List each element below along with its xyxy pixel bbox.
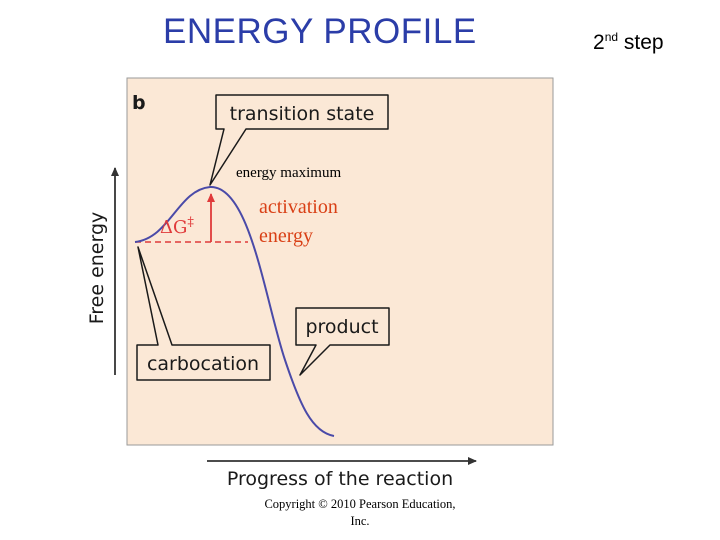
energy-maximum-label: energy maximum xyxy=(236,165,341,181)
activation-energy-label-line1: activation xyxy=(259,196,338,218)
delta-g-label: ΔG‡ xyxy=(160,215,194,238)
callout-carbocation: carbocation xyxy=(136,246,271,381)
x-axis-label: Progress of the reaction xyxy=(227,468,453,490)
callout-transition-state-text: transition state xyxy=(230,103,375,125)
copyright-notice: Copyright © 2010 Pearson Education, Inc. xyxy=(250,496,470,530)
copyright-line-2: Inc. xyxy=(350,514,370,528)
callout-product: product xyxy=(295,307,390,376)
energy-curve xyxy=(134,185,335,437)
diagram-panel xyxy=(126,77,554,446)
callout-product-text: product xyxy=(305,316,378,338)
step-label: 2nd step xyxy=(593,30,664,54)
panel-label: b xyxy=(132,92,146,114)
callout-transition-state: transition state xyxy=(209,94,389,186)
activation-energy-label-line2: energy xyxy=(259,225,313,247)
slide-title: ENERGY PROFILE xyxy=(163,12,477,51)
y-axis-label: Free energy xyxy=(86,212,108,325)
callout-carbocation-text: carbocation xyxy=(147,353,259,375)
copyright-line-1: Copyright © 2010 Pearson Education, xyxy=(264,497,456,511)
